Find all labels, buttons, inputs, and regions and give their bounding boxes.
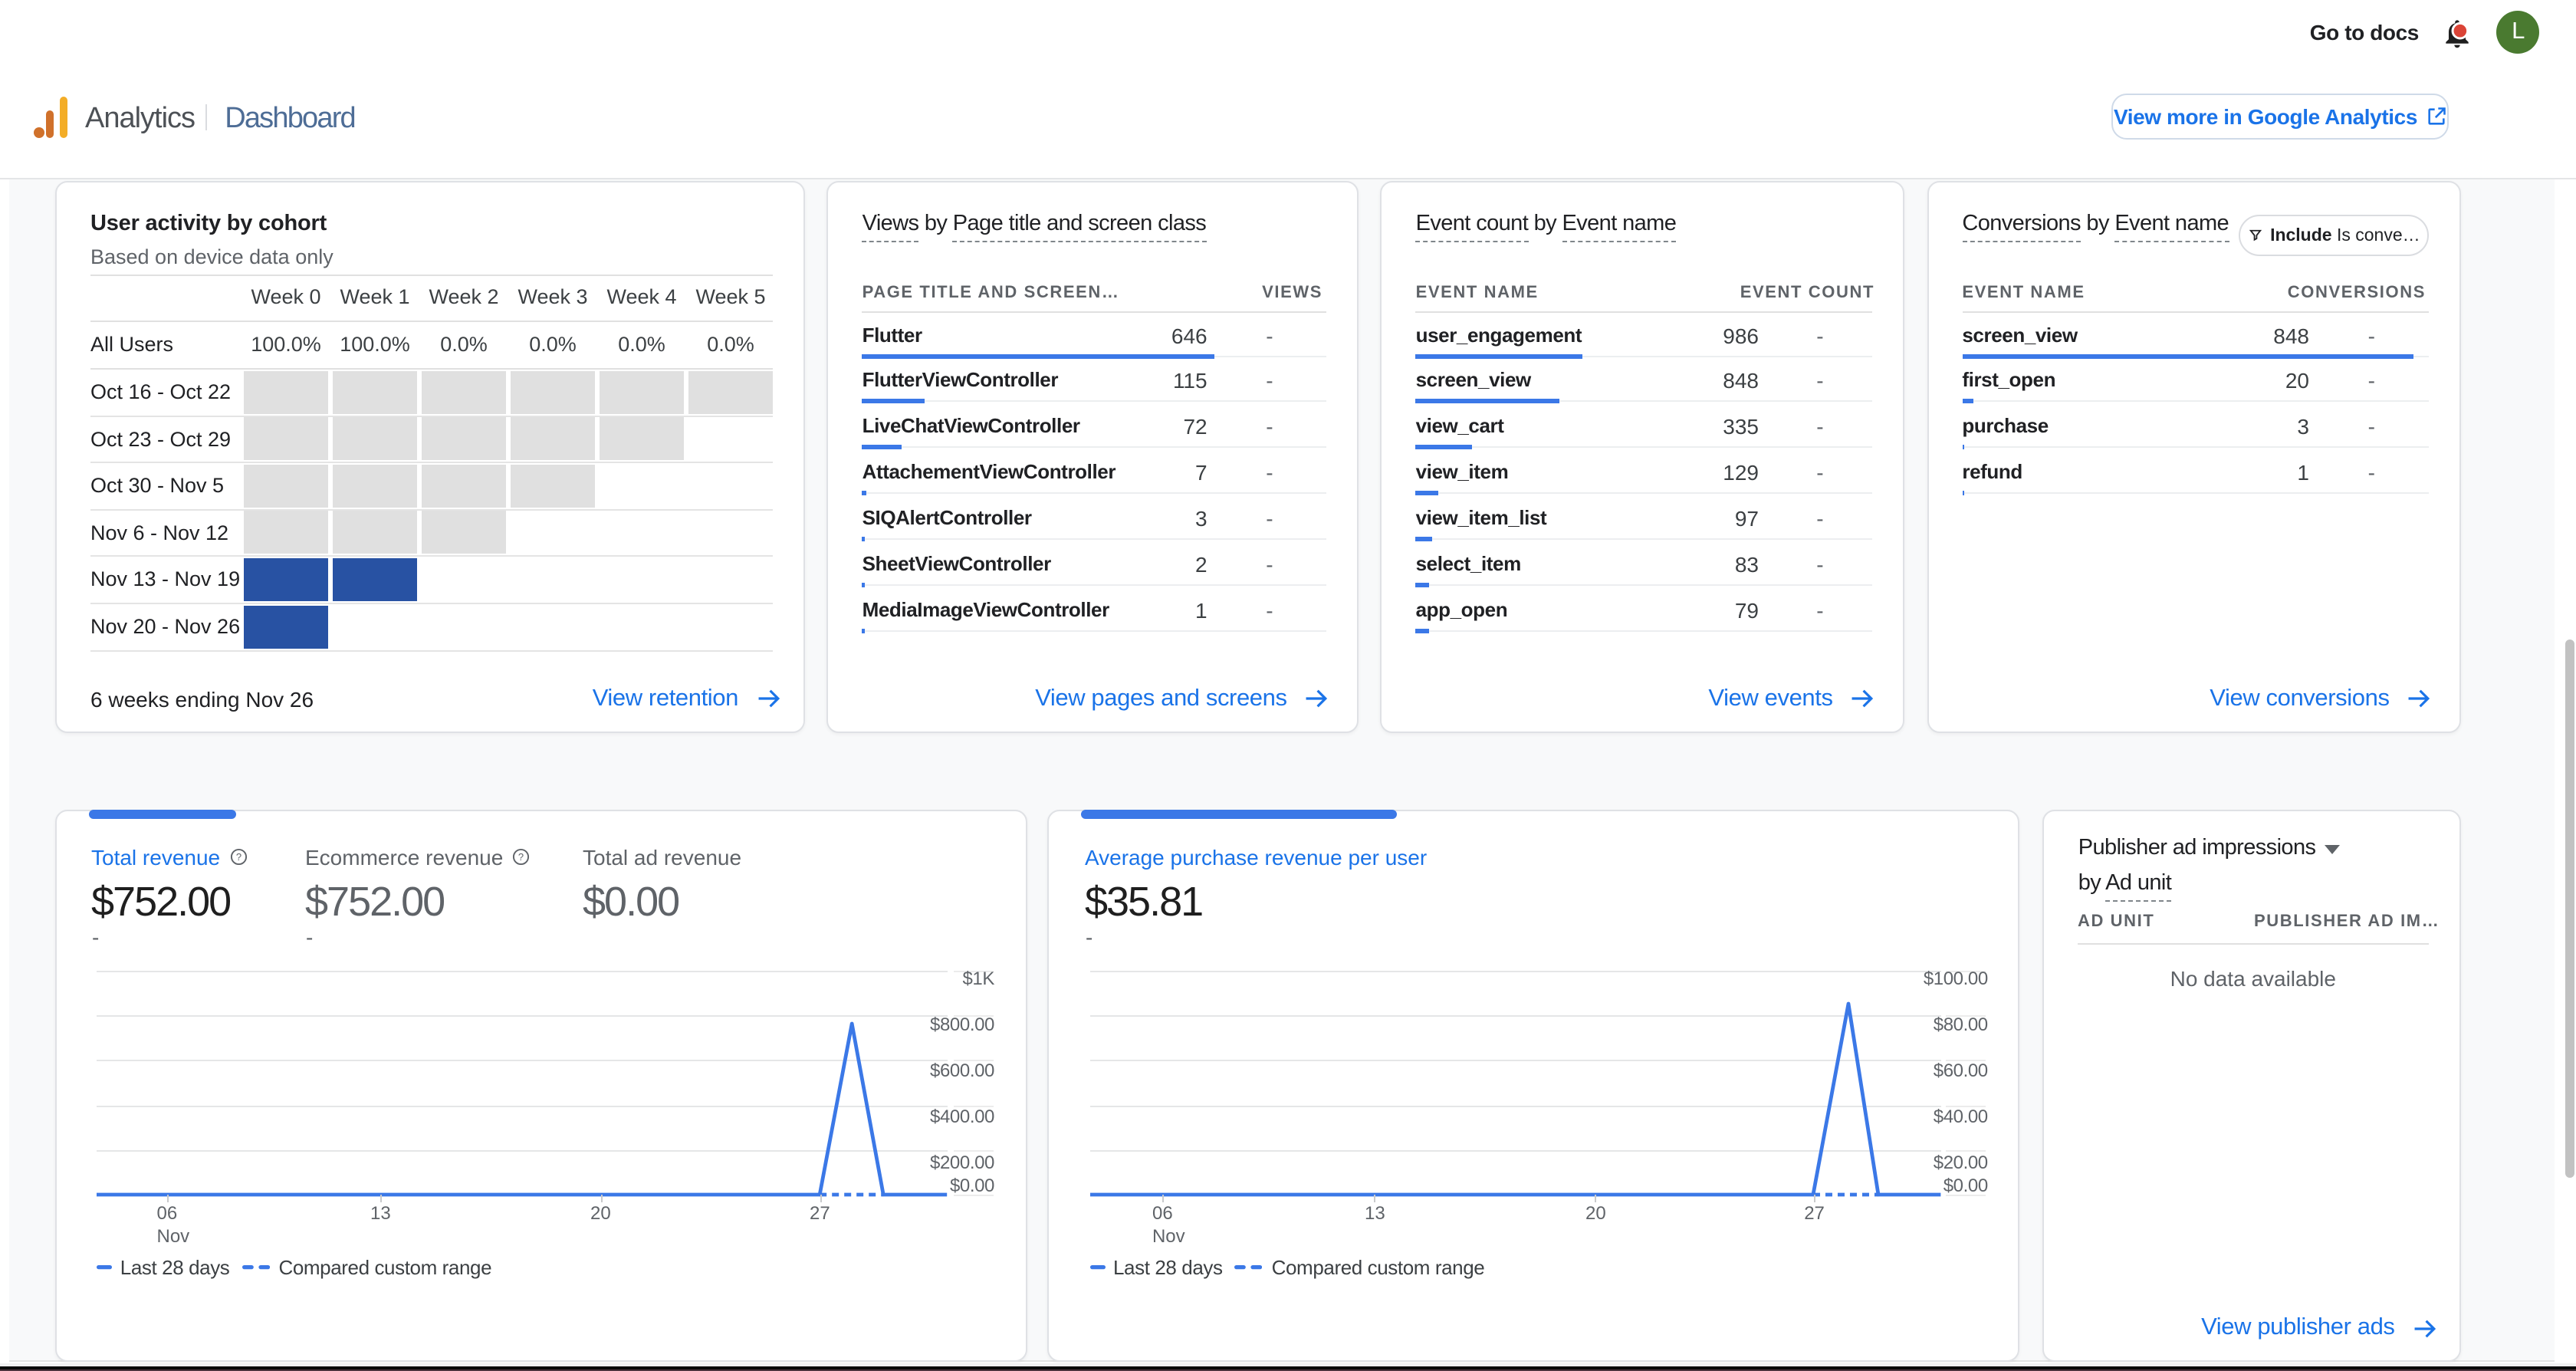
svg-text:?: ?: [235, 852, 241, 863]
svg-text:?: ?: [518, 852, 524, 863]
